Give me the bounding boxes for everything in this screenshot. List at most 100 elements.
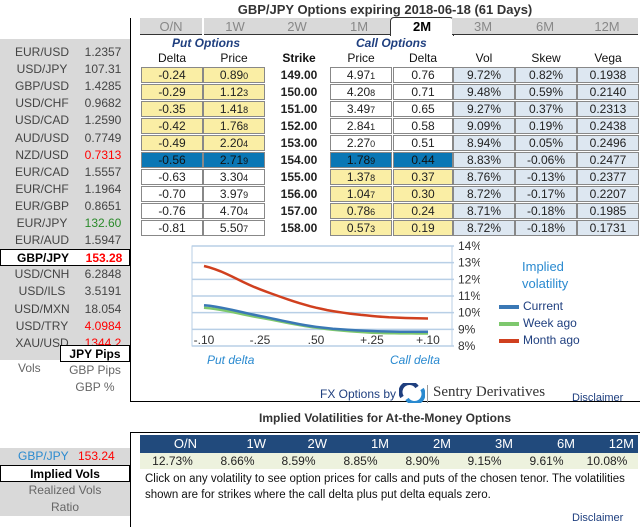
currency-pair-usd-mxn[interactable]: USD/MXN 18.054 [0,301,130,318]
cell-skew[interactable]: -0.13% [515,169,577,185]
cell-put-delta[interactable]: -0.35 [141,101,203,117]
cell-call-price[interactable]: 4.208 [330,84,392,100]
cell-strike[interactable]: 158.00 [280,221,318,235]
atm-tenor[interactable]: 2W [266,435,331,453]
tab-1m[interactable]: 1M [328,18,390,35]
cell-call-price[interactable]: 3.497 [330,101,392,117]
atm-tenor[interactable]: 12M [576,435,638,453]
menu-ratio[interactable]: Ratio [0,499,130,516]
atm-tenor[interactable]: 1M [328,435,393,453]
disclaimer-link[interactable]: Disclaimer [572,392,624,404]
cell-put-delta[interactable]: -0.63 [141,169,203,185]
cell-skew[interactable]: 0.37% [515,101,577,117]
currency-pair-gbp-jpy[interactable]: GBP/JPY 153.28 [0,249,130,267]
cell-vol[interactable]: 8.83% [453,152,515,168]
cell-vega[interactable]: 0.2477 [577,152,639,168]
cell-skew[interactable]: -0.06% [515,152,577,168]
cell-put-price[interactable]: 5.507 [203,220,265,236]
cell-vega[interactable]: 0.1938 [577,67,639,83]
cell-put-price[interactable]: 3.979 [203,186,265,202]
currency-pair-usd-cnh[interactable]: USD/CNH 6.2848 [0,266,130,283]
cell-call-price[interactable]: 1.378 [330,169,392,185]
cell-skew[interactable]: 0.19% [515,118,577,134]
cell-skew[interactable]: -0.18% [515,203,577,219]
atm-tenor[interactable]: 1W [205,435,270,453]
cell-vol[interactable]: 8.71% [453,203,515,219]
tab-on[interactable]: O/N [140,18,202,35]
currency-pair-usd-ils[interactable]: USD/ILS 3.5191 [0,283,130,300]
cell-call-delta[interactable]: 0.65 [393,101,453,117]
currency-pair-eur-aud[interactable]: EUR/AUD 1.5947 [0,232,130,249]
atm-vol[interactable]: 8.90% [390,453,455,469]
tab-2w[interactable]: 2W [266,18,328,35]
cell-call-delta[interactable]: 0.76 [393,67,453,83]
cell-skew[interactable]: 0.05% [515,135,577,151]
currency-pair-gbp-usd[interactable]: GBP/USD 1.4285 [0,78,130,95]
cell-strike[interactable]: 154.00 [280,153,318,167]
unit-option[interactable]: JPY Pips [60,345,130,362]
cell-vol[interactable]: 8.72% [453,220,515,236]
atm-vol[interactable]: 8.59% [266,453,331,469]
currency-pair-eur-cad[interactable]: EUR/CAD 1.5557 [0,164,130,181]
currency-pair-usd-chf[interactable]: USD/CHF 0.9682 [0,95,130,112]
cell-call-price[interactable]: 2.270 [330,135,392,151]
tab-1w[interactable]: 1W [204,18,266,35]
cell-vol[interactable]: 8.94% [453,135,515,151]
cell-put-price[interactable]: 3.304 [203,169,265,185]
cell-strike[interactable]: 150.00 [280,85,318,99]
menu-realized-vols[interactable]: Realized Vols [0,482,130,499]
cell-skew[interactable]: -0.17% [515,186,577,202]
tab-12m[interactable]: 12M [576,18,638,35]
cell-put-delta[interactable]: -0.81 [141,220,203,236]
cell-put-price[interactable]: 0.890 [203,67,265,83]
cell-vega[interactable]: 0.2207 [577,186,639,202]
unit-option[interactable]: GBP % [75,380,115,394]
currency-pair-usd-jpy[interactable]: USD/JPY 107.31 [0,61,130,78]
cell-call-price[interactable]: 0.573 [330,220,392,236]
cell-call-price[interactable]: 2.841 [330,118,392,134]
cell-vega[interactable]: 0.2438 [577,118,639,134]
currency-pair-nzd-usd[interactable]: NZD/USD 0.7313 [0,147,130,164]
atm-vol[interactable]: 9.61% [514,453,579,469]
cell-vol[interactable]: 8.72% [453,186,515,202]
cell-put-price[interactable]: 2.204 [203,135,265,151]
cell-call-delta[interactable]: 0.71 [393,84,453,100]
currency-pair-eur-jpy[interactable]: EUR/JPY 132.60 [0,215,130,232]
cell-vol[interactable]: 9.72% [453,67,515,83]
cell-put-delta[interactable]: -0.76 [141,203,203,219]
atm-vol[interactable]: 9.15% [452,453,517,469]
cell-put-price[interactable]: 4.704 [203,203,265,219]
cell-strike[interactable]: 153.00 [280,136,318,150]
cell-strike[interactable]: 152.00 [280,119,318,133]
atm-vol[interactable]: 12.73% [140,453,205,469]
atm-tenor[interactable]: 6M [514,435,579,453]
cell-put-price[interactable]: 2.719 [203,152,265,168]
cell-vega[interactable]: 0.2377 [577,169,639,185]
cell-put-price[interactable]: 1.768 [203,118,265,134]
cell-call-delta[interactable]: 0.44 [393,152,453,168]
cell-skew[interactable]: 0.59% [515,84,577,100]
atm-tenor[interactable]: 2M [390,435,455,453]
cell-call-delta[interactable]: 0.30 [393,186,453,202]
currency-pair-eur-gbp[interactable]: EUR/GBP 0.8651 [0,198,130,215]
cell-skew[interactable]: -0.18% [515,220,577,236]
cell-call-price[interactable]: 1.789 [330,152,392,168]
cell-skew[interactable]: 0.82% [515,67,577,83]
currency-pair-usd-try[interactable]: USD/TRY 4.0984 [0,318,130,335]
cell-vega[interactable]: 0.2313 [577,101,639,117]
cell-put-delta[interactable]: -0.29 [141,84,203,100]
cell-vega[interactable]: 0.1731 [577,220,639,236]
cell-call-delta[interactable]: 0.19 [393,220,453,236]
menu-implied-vols[interactable]: Implied Vols [0,465,130,482]
cell-put-delta[interactable]: -0.24 [141,67,203,83]
cell-call-price[interactable]: 0.786 [330,203,392,219]
atm-vol[interactable]: 8.66% [205,453,270,469]
cell-call-delta[interactable]: 0.37 [393,169,453,185]
cell-strike[interactable]: 157.00 [280,204,318,218]
cell-vega[interactable]: 0.1985 [577,203,639,219]
cell-vol[interactable]: 9.48% [453,84,515,100]
currency-pair-eur-usd[interactable]: EUR/USD 1.2357 [0,44,130,61]
cell-vol[interactable]: 9.09% [453,118,515,134]
cell-call-price[interactable]: 1.047 [330,186,392,202]
cell-put-price[interactable]: 1.418 [203,101,265,117]
